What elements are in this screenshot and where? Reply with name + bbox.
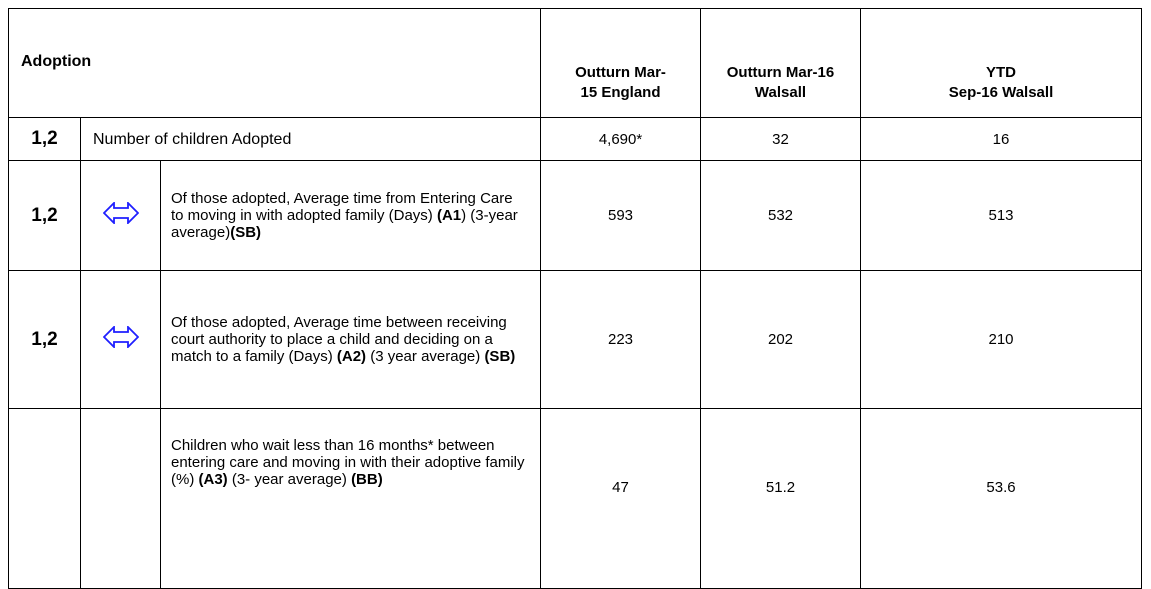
value-cell: 16 bbox=[860, 117, 1142, 161]
description: ) (3-year average) bbox=[171, 207, 518, 241]
header-line: 15 England bbox=[580, 84, 661, 101]
description: Of those adopted, Average time between r… bbox=[171, 314, 507, 365]
value: 51.2 bbox=[765, 479, 796, 496]
description-bold: (A1 bbox=[436, 207, 462, 224]
header-line: Walsall bbox=[754, 84, 807, 101]
header-line: Outturn Mar-16 bbox=[726, 64, 835, 81]
value-cell: 593 bbox=[540, 160, 701, 271]
description-bold: (BB) bbox=[351, 471, 383, 488]
value: 4,690* bbox=[598, 130, 643, 148]
value-cell: 202 bbox=[700, 270, 861, 409]
value-cell: 32 bbox=[700, 117, 861, 161]
code-cell: 1,2 bbox=[8, 270, 81, 409]
column-header: Outturn Mar-16 Walsall bbox=[700, 8, 861, 118]
value-cell: 513 bbox=[860, 160, 1142, 271]
code: 1,2 bbox=[31, 204, 58, 226]
value: 16 bbox=[992, 130, 1010, 148]
description-bold: (A2) bbox=[336, 348, 367, 365]
header-line: YTD bbox=[986, 64, 1016, 81]
row: 1,2 Of those adopted, Average time from … bbox=[8, 160, 1142, 271]
value: 593 bbox=[607, 207, 634, 224]
description-bold: (SB) bbox=[484, 348, 516, 365]
double-arrow-icon bbox=[102, 200, 139, 226]
description: (3- year average) bbox=[227, 471, 352, 488]
header-row: Adoption Outturn Mar- 15 England Outturn … bbox=[8, 8, 1142, 118]
row: Children who wait less than 16 months* b… bbox=[8, 408, 1142, 589]
value-cell: 53.6 bbox=[860, 408, 1142, 589]
title-cell: Adoption bbox=[8, 8, 541, 118]
value-cell: 47 bbox=[540, 408, 701, 589]
code-cell bbox=[8, 408, 81, 589]
description-cell: Of those adopted, Average time between r… bbox=[160, 270, 541, 409]
code-cell: 1,2 bbox=[8, 160, 81, 271]
description-bold: (SB) bbox=[230, 224, 262, 241]
value-cell: 4,690* bbox=[540, 117, 701, 161]
description: Of those adopted, Average time from Ente… bbox=[171, 190, 513, 224]
code: 1,2 bbox=[31, 128, 58, 149]
code-cell: 1,2 bbox=[8, 117, 81, 161]
description-cell: Children who wait less than 16 months* b… bbox=[160, 408, 541, 589]
row: 1,2 Number of children Adopted 4,690* 32… bbox=[8, 117, 1142, 161]
icon-cell bbox=[80, 408, 161, 589]
value-cell: 532 bbox=[700, 160, 861, 271]
header-line: Outturn Mar- bbox=[575, 64, 666, 81]
value: 47 bbox=[612, 479, 629, 496]
header-line: Sep-16 Walsall bbox=[948, 84, 1054, 101]
table-title: Adoption bbox=[21, 53, 92, 70]
column-header: Outturn Mar- 15 England bbox=[540, 8, 701, 118]
description-bold: (A3) bbox=[198, 471, 228, 488]
description: (3 year average) bbox=[366, 348, 485, 365]
adoption-table: Adoption Outturn Mar- 15 England Outturn … bbox=[8, 8, 1142, 589]
icon-cell bbox=[80, 160, 161, 271]
description: Children who wait less than 16 months* b… bbox=[171, 437, 525, 488]
value: 202 bbox=[767, 331, 794, 348]
value: 513 bbox=[988, 207, 1014, 224]
description: Number of children Adopted bbox=[93, 130, 292, 148]
value: 223 bbox=[607, 331, 634, 348]
value-cell: 223 bbox=[540, 270, 701, 409]
icon-cell bbox=[80, 270, 161, 409]
code: 1,2 bbox=[31, 328, 58, 350]
double-arrow-icon bbox=[102, 324, 139, 350]
value: 32 bbox=[772, 130, 789, 148]
description-cell: Number of children Adopted bbox=[80, 117, 541, 161]
value: 53.6 bbox=[986, 479, 1016, 496]
description-cell: Of those adopted, Average time from Ente… bbox=[160, 160, 541, 271]
value-cell: 51.2 bbox=[700, 408, 861, 589]
value: 210 bbox=[988, 331, 1014, 348]
row: 1,2 Of those adopted, Average time betwe… bbox=[8, 270, 1142, 409]
column-header: YTD Sep-16 Walsall bbox=[860, 8, 1142, 118]
value: 532 bbox=[767, 207, 794, 224]
value-cell: 210 bbox=[860, 270, 1142, 409]
